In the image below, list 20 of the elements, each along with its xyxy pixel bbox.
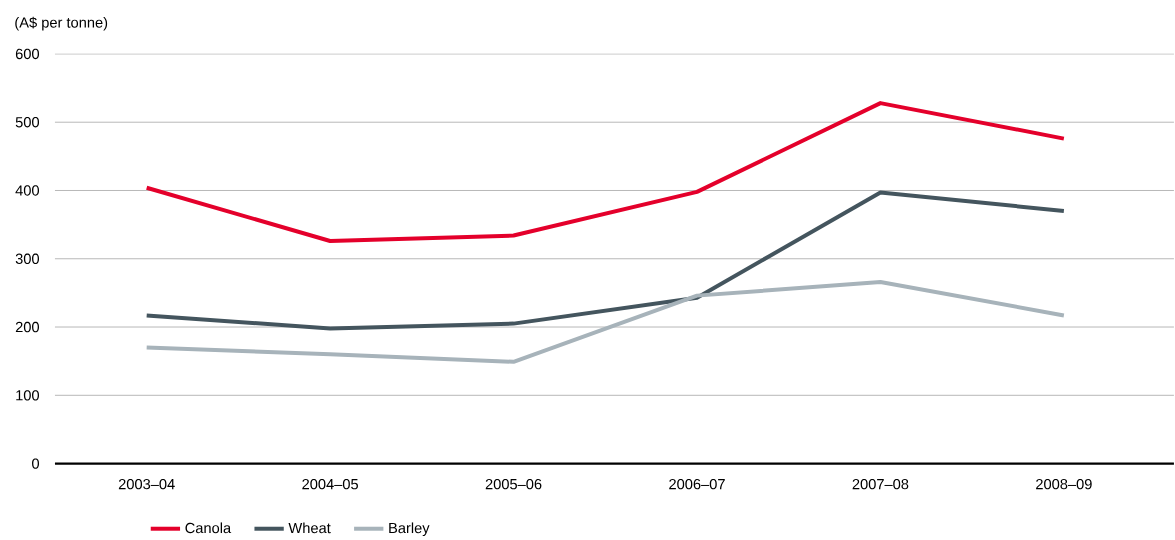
y-tick-label: 500: [15, 116, 40, 128]
x-tick-label: 2005–06: [485, 478, 542, 490]
line-series: [144, 190, 1066, 331]
line-series: [144, 279, 1066, 364]
y-tick-label: 0: [32, 458, 40, 469]
y-tick-label: 200: [15, 321, 40, 333]
y-tick-label: 100: [16, 389, 40, 401]
x-tick-label: 2006–07: [669, 478, 725, 490]
legend-label: Canola: [185, 522, 232, 534]
x-tick-label: 2007–08: [852, 478, 909, 490]
y-tick-label: 300: [15, 253, 40, 264]
y-tick-label: 600: [15, 48, 40, 59]
line-series: [144, 100, 1066, 243]
x-tick-label: 2008–09: [1036, 478, 1092, 490]
x-tick-label: 2003–04: [118, 478, 175, 490]
legend-label: Barley: [389, 522, 430, 536]
y-tick-label: 400: [15, 185, 40, 196]
x-tick-label: 2004–05: [302, 478, 358, 490]
y-axis-title: (A$ per tonne): [15, 16, 108, 31]
legend-label: Wheat: [288, 522, 331, 534]
